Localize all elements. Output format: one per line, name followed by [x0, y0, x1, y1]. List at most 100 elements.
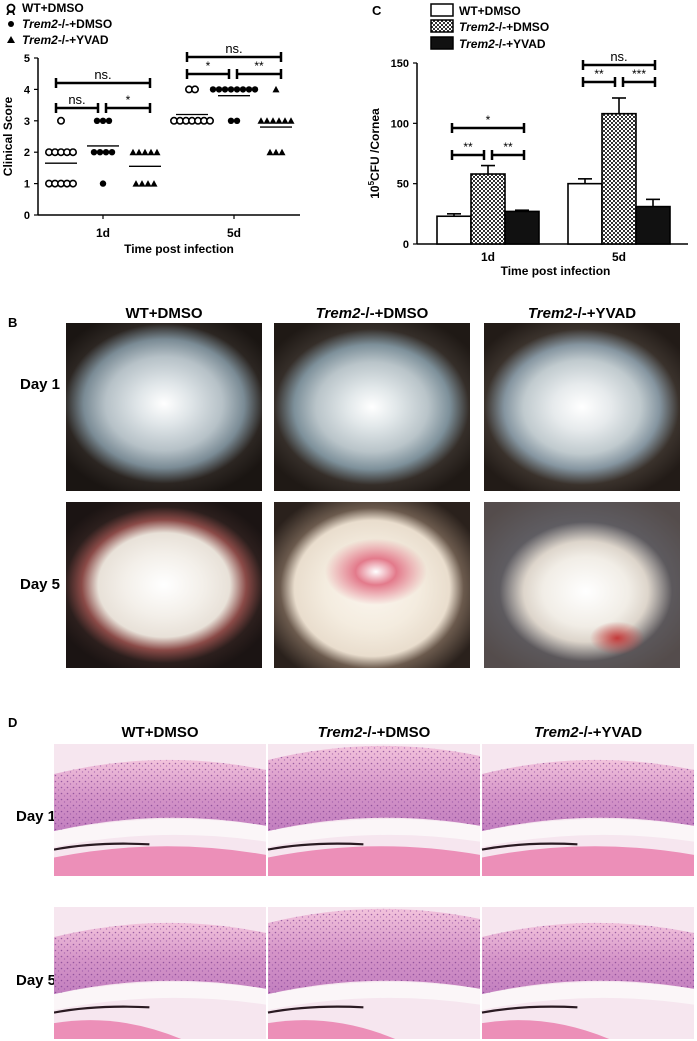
legend-label-trem-yvad: Trem2-/-+YVAD — [22, 33, 109, 47]
data-point-a — [56, 116, 65, 125]
panel-label-c: C — [372, 3, 382, 18]
histology-image-wt-day5 — [54, 907, 266, 1039]
significance-a: ns.ns. *ns.* ** — [54, 41, 283, 113]
histo-col-trem-yvad: Trem2-/-+YVAD — [533, 724, 643, 741]
eye-photo-trem-dmso-day1 — [274, 323, 470, 491]
data-point-a — [102, 149, 110, 156]
y-tick-label-a: 5 — [24, 53, 30, 65]
eye-photo-wt-day5 — [66, 502, 262, 668]
data-point-a — [135, 148, 143, 156]
axes-a: 0 1 2 3 4 5 Clinical Score 1d 5d Time post infect… — [1, 53, 300, 256]
data-point-a — [132, 180, 140, 187]
data-point-a — [191, 85, 200, 94]
data-point-a — [99, 117, 107, 125]
legend-swatch-trem-dmso — [430, 19, 454, 33]
sig-outer-a-label: ns. — [225, 41, 242, 56]
histo-col-trem-dmso: Trem2-/-+DMSO — [317, 724, 431, 741]
histo-row-day5: Day 5 — [16, 972, 57, 989]
eye-photo-wt-day1 — [66, 323, 262, 491]
histo-row-day1: Day 1 — [16, 808, 57, 825]
data-point-a — [233, 86, 241, 93]
legend-marker-wt — [6, 3, 16, 13]
y-tick-label-a: 3 — [24, 116, 30, 128]
data-point-a — [272, 85, 280, 93]
bar-c — [635, 205, 671, 245]
bar-c — [470, 173, 506, 245]
sig-left-a-label: ns. — [68, 92, 85, 107]
legend-label-wt: WT+DMSO — [459, 4, 521, 18]
data-point-a — [245, 86, 253, 93]
data-point-a — [129, 148, 137, 156]
data-point-a — [105, 117, 113, 125]
histo-col-wt: WT+DMSO — [121, 724, 199, 741]
sig-left-c-label: ** — [594, 67, 604, 81]
data-point-a — [275, 117, 283, 124]
legend-marker-trem-yvad — [7, 36, 15, 43]
data-a — [44, 85, 295, 188]
photo-col-wt: WT+DMSO — [125, 305, 203, 322]
data-point-a — [281, 117, 289, 124]
y-axis-label-a: Clinical Score — [1, 96, 15, 176]
photo-row-day5: Day 5 — [20, 576, 61, 593]
panel-label-b: B — [8, 315, 18, 330]
sig-right-a-label: * — [126, 93, 131, 107]
data-point-a — [251, 86, 259, 93]
data-point-a — [69, 148, 78, 157]
data-point-a — [215, 86, 223, 93]
data-point-a — [153, 148, 161, 156]
data-point-a — [227, 86, 235, 93]
y-tick-label-a: 1 — [24, 179, 30, 191]
data-point-a — [257, 117, 265, 124]
data-point-a — [227, 117, 235, 125]
data-point-a — [99, 180, 107, 187]
bar-c — [504, 210, 540, 245]
y-tick-label-a: 2 — [24, 147, 30, 159]
data-point-a — [239, 86, 247, 93]
legend-marker-trem-dmso — [8, 21, 14, 27]
panel-label-d: D — [8, 715, 18, 730]
data-point-a — [233, 117, 241, 125]
sig-left-a-label: * — [206, 59, 211, 73]
eye-photo-trem-yvad-day5 — [484, 502, 680, 668]
data-point-a — [278, 148, 286, 156]
data-point-a — [96, 149, 104, 156]
photo-col-trem-yvad: Trem2-/-+YVAD — [527, 305, 637, 322]
x-tick-label-c: 1d — [481, 250, 495, 264]
histology-image-wt-day1 — [54, 744, 266, 876]
histology-image-trem-yvad-day5 — [481, 907, 694, 1039]
y-axis-label-c: 105CFU /Cornea — [367, 108, 382, 199]
legend-label-wt: WT+DMSO — [22, 1, 84, 15]
data-point-a — [150, 180, 158, 187]
sig-right-c-label: ** — [503, 140, 513, 154]
histology-grid — [54, 744, 694, 1039]
data-point-a — [141, 148, 149, 156]
sig-right-c-label: *** — [632, 67, 646, 81]
sig-outer-a-label: ns. — [94, 67, 111, 82]
y-tick-label-c: 0 — [403, 239, 409, 251]
sig-outer-c-label: ns. — [610, 49, 627, 64]
x-axis-label-c: Time post infection — [501, 264, 611, 278]
histology-image-trem-yvad-day1 — [481, 744, 694, 876]
data-point-a — [272, 148, 280, 156]
photo-row-day1: Day 1 — [20, 376, 61, 393]
data-point-a — [138, 180, 146, 187]
y-tick-label-c: 50 — [397, 179, 409, 191]
data-point-a — [266, 148, 274, 156]
sig-outer-c-label: * — [486, 113, 491, 127]
legend-a: WT+DMSO Trem2-/-+DMSO Trem2-/-+YVAD — [6, 1, 112, 47]
x-axis-label-a: Time post infection — [124, 242, 234, 256]
data-point-a — [221, 86, 229, 93]
y-tick-label-a: 0 — [24, 210, 30, 222]
legend-swatch-wt — [430, 3, 454, 17]
photo-col-trem-dmso: Trem2-/-+DMSO — [315, 305, 429, 322]
data-point-a — [90, 149, 98, 156]
legend-label-trem-dmso: Trem2-/-+DMSO — [459, 20, 549, 34]
panel-c-chart: WT+DMSO Trem2-/-+DMSO Trem2-/-+YVAD 0 50 100… — [367, 3, 688, 278]
data-point-a — [147, 148, 155, 156]
data-point-a — [263, 117, 271, 124]
sig-left-c-label: ** — [463, 140, 473, 154]
significance-c: *** **ns.** *** — [450, 49, 657, 160]
x-tick-label-a: 5d — [227, 226, 241, 240]
panel-a-chart: WT+DMSO Trem2-/-+DMSO Trem2-/-+YVAD 0 1 2 3 4 5… — [1, 1, 300, 256]
